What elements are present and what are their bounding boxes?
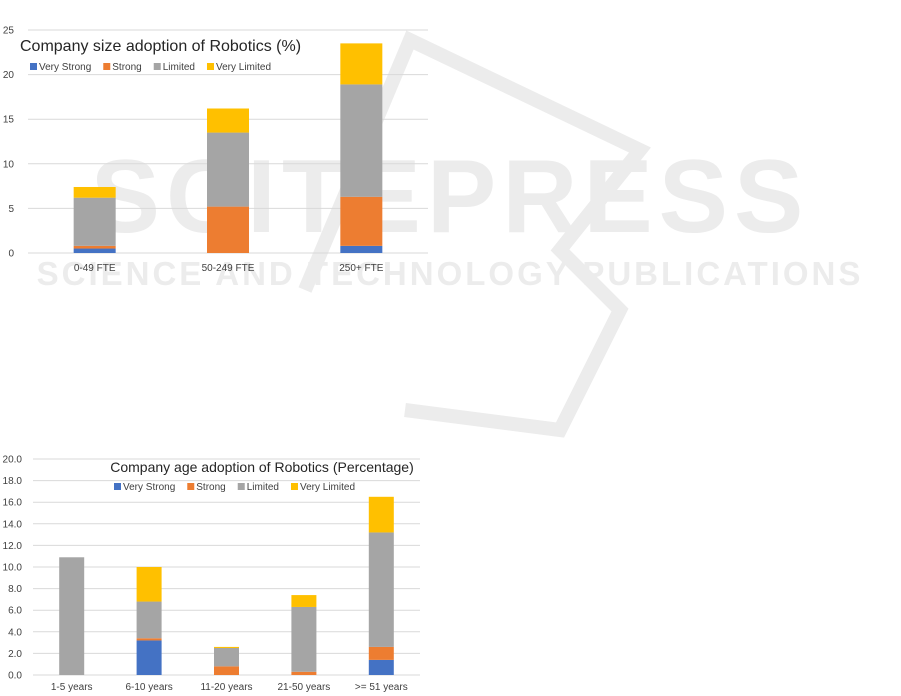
category-label: 21-50 years: [277, 682, 330, 693]
bar-segment-strong: [73, 245, 116, 249]
legend-label: Limited: [163, 62, 195, 73]
bar-segment-very-limited: [73, 186, 116, 198]
legend-swatch: [114, 483, 121, 490]
y-tick-label: 20.0: [3, 455, 23, 466]
category-label: >= 51 years: [355, 682, 408, 693]
bar-segment-limited: [368, 532, 394, 647]
y-tick-label: 14.0: [3, 519, 23, 530]
y-tick-label: 4.0: [8, 627, 22, 638]
bar-segment-very-strong: [136, 640, 162, 675]
category-label: 250+ FTE: [339, 263, 384, 274]
y-tick-label: 8.0: [8, 584, 22, 595]
legend-label: Very Limited: [300, 482, 355, 493]
bar-segment-strong: [340, 196, 383, 246]
legend-label: Strong: [196, 482, 225, 493]
y-tick-label: 0: [8, 249, 14, 260]
category-label: 11-20 years: [200, 682, 252, 693]
legend-label: Very Strong: [123, 482, 175, 493]
bar-segment-very-strong: [368, 659, 394, 675]
bar-segment-limited: [73, 197, 116, 246]
bar-segment-limited: [136, 601, 162, 639]
legend-label: Strong: [112, 62, 141, 73]
category-label: 0-49 FTE: [74, 263, 116, 274]
bar-segment-strong: [136, 638, 162, 641]
y-tick-label: 0.0: [8, 671, 22, 682]
legend-swatch: [187, 483, 195, 490]
bar-segment-limited: [214, 648, 239, 667]
bar-segment-strong: [291, 671, 317, 675]
y-tick-label: 2.0: [8, 649, 22, 660]
legend-swatch: [290, 483, 298, 490]
legend-swatch: [153, 63, 161, 70]
legend-swatch: [103, 63, 111, 70]
category-label: 6-10 years: [125, 682, 172, 693]
y-tick-label: 16.0: [3, 498, 23, 509]
legend-swatch: [30, 63, 37, 70]
legend-label: Very Limited: [216, 62, 271, 73]
bar-segment-strong: [368, 646, 394, 660]
y-tick-label: 20: [3, 70, 15, 81]
legend-swatch: [237, 483, 245, 490]
bar-segment-very-limited: [214, 646, 239, 648]
bar-segment-strong: [207, 206, 249, 253]
chart-title: Company size adoption of Robotics (%): [20, 38, 301, 55]
y-tick-label: 5: [8, 204, 14, 215]
y-tick-label: 10: [3, 159, 15, 170]
legend-label: Very Strong: [39, 62, 91, 73]
legend: Very Strong Strong Limited Very Limited: [30, 62, 271, 73]
bar-segment-limited: [291, 606, 317, 672]
chart-2: 0.0 2.0 4.0 6.0 8.0 10.0 12.0 14.0 16.0 18.0 20.0 1…: [3, 455, 420, 693]
category-label: 50-249 FTE: [202, 263, 255, 274]
bar-segment-strong: [214, 666, 239, 675]
y-tick-label: 12.0: [3, 541, 23, 552]
legend: Very Strong Strong Limited Very Limited: [114, 482, 355, 493]
bar-segment-very-strong: [340, 245, 383, 253]
bar-segment-very-limited: [207, 108, 249, 133]
y-tick-label: 10.0: [3, 563, 23, 574]
bar-segment-very-limited: [291, 595, 317, 607]
category-label: 1-5 years: [51, 682, 93, 693]
y-tick-label: 18.0: [3, 476, 23, 487]
bar-segment-very-limited: [340, 43, 383, 85]
bar-segment-very-limited: [368, 496, 394, 533]
bar-segment-limited: [340, 84, 383, 197]
y-tick-label: 15: [3, 115, 15, 126]
bar-segment-very-limited: [136, 567, 162, 602]
bar-segment-limited: [59, 557, 85, 675]
chart-1: 0 5 10 15 20 25 0-49 FTE 50-249 FTE 250+ FTE Comp…: [3, 26, 428, 274]
chart-title: Company age adoption of Robotics (Percen…: [110, 459, 414, 475]
legend-label: Limited: [247, 482, 279, 493]
bar-segment-very-strong: [73, 248, 116, 253]
legend-swatch: [206, 63, 214, 70]
y-tick-label: 6.0: [8, 606, 22, 617]
bar-segment-limited: [207, 132, 249, 207]
y-tick-label: 25: [3, 26, 15, 37]
